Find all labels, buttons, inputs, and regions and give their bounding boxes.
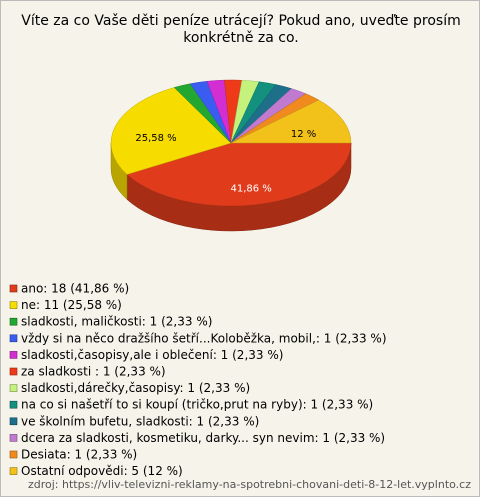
legend-label: sladkosti,časopisy,ale i oblečení: 1 (2,… [21,348,283,362]
legend-swatch [9,334,18,343]
legend-label: ne: 11 (25,58 %) [21,298,122,312]
chart-title: Víte za co Vaše děti peníze utrácejí? Po… [21,13,460,29]
legend-swatch [9,367,18,376]
legend-swatch [9,384,18,392]
legend-swatch [9,450,18,459]
data-label: 12 % [291,129,316,140]
chart-title: konkrétně za co. [183,30,299,46]
legend-label: Ostatní odpovědi: 5 (12 %) [21,464,183,478]
legend-label: Desiata: 1 (2,33 %) [21,448,137,462]
legend-label: ano: 18 (41,86 %) [21,282,129,296]
legend-swatch [9,467,18,475]
legend-swatch [9,417,18,426]
slice [230,99,352,144]
legend-swatch [9,284,18,293]
legend-swatch [9,351,18,359]
legend-label: sladkosti,dárečky,časopisy: 1 (2,33 %) [21,381,250,395]
legend-label: za sladkosti : 1 (2,33 %) [21,365,166,379]
legend-swatch [9,301,18,309]
legend-label: ve školním bufetu, sladkosti: 1 (2,33 %) [21,414,259,428]
legend-swatch [9,434,18,442]
slice [126,142,352,207]
data-label: 25,58 % [135,133,176,144]
data-label: 41,86 % [230,184,271,195]
legend-label: na co si našetří to si koupí (tričko,pru… [21,398,373,412]
legend-label: vždy si na něco dražšího šetří...Koloběž… [21,331,387,345]
source-note: zdroj: https://vliv-televizni-reklamy-na… [28,478,471,491]
slice [110,87,232,175]
legend-label: dcera za sladkosti, kosmetiku, darky... … [21,431,385,445]
legend-swatch [9,400,18,409]
legend-label: sladkosti, maličkosti: 1 (2,33 %) [21,315,212,329]
legend-swatch [9,317,18,326]
